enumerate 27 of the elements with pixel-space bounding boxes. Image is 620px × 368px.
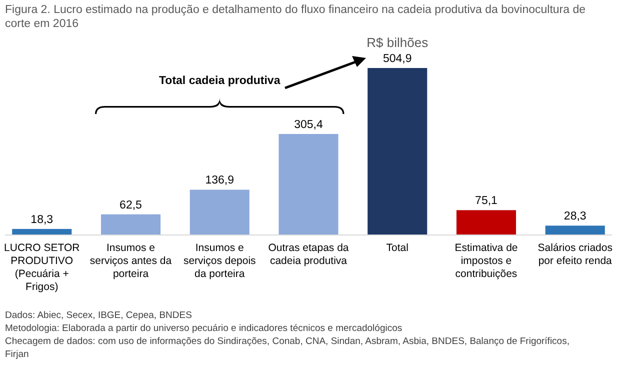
bar xyxy=(12,228,72,235)
bar xyxy=(456,210,516,235)
bar xyxy=(100,214,161,235)
data-label: 62,5 xyxy=(120,199,142,212)
data-label: 75,1 xyxy=(475,195,498,208)
x-tick-label: Estimativa de impostos e contribuições xyxy=(454,242,518,280)
data-label: 136,9 xyxy=(205,174,234,187)
text: Metodologia: Elaborada a partir do universo pecuário e indicadores técnicos e mercadológicos xyxy=(5,323,402,334)
x-tick-label: Insumos e serviços depois da porteira xyxy=(183,242,256,280)
x-tick-label: Insumos e serviços antes da porteira xyxy=(90,242,172,280)
bar xyxy=(545,226,605,235)
chart-title: Figura 2. Lucro estimado na produção e detalhamento do fluxo financeiro na cadeia produtiva da bovinocultura de corte em 2016 xyxy=(5,4,586,30)
data-label: 305,4 xyxy=(294,118,324,131)
chart-subtitle: R$ bilhões xyxy=(366,35,429,50)
data-label: 504,9 xyxy=(382,53,412,65)
bar xyxy=(368,68,428,235)
text: Checagem de dados: com uso de informações do Sindirações, Conab, CNA, Sindan, Asbram, Asbia, BNDES, Balanço de Frigoríficos, Firjan xyxy=(5,336,570,360)
text: Dados: Abiec, Secex, IBGE, Cepea, BNDES xyxy=(5,310,192,321)
data-label: 28,3 xyxy=(564,210,586,223)
bar xyxy=(190,190,250,235)
bar xyxy=(278,134,338,235)
x-tick-label: Outras etapas da cadeia produtiva xyxy=(268,242,349,267)
x-tick-label: Salários criados por efeito renda xyxy=(538,242,612,267)
annotation: Total cadeia produtiva xyxy=(159,75,281,87)
x-tick-label: Total xyxy=(386,242,408,254)
x-tick-label: LUCRO SETOR PRODUTIVO (Pecuária + Frigos) xyxy=(4,242,80,293)
data-label: 18,3 xyxy=(30,214,54,226)
